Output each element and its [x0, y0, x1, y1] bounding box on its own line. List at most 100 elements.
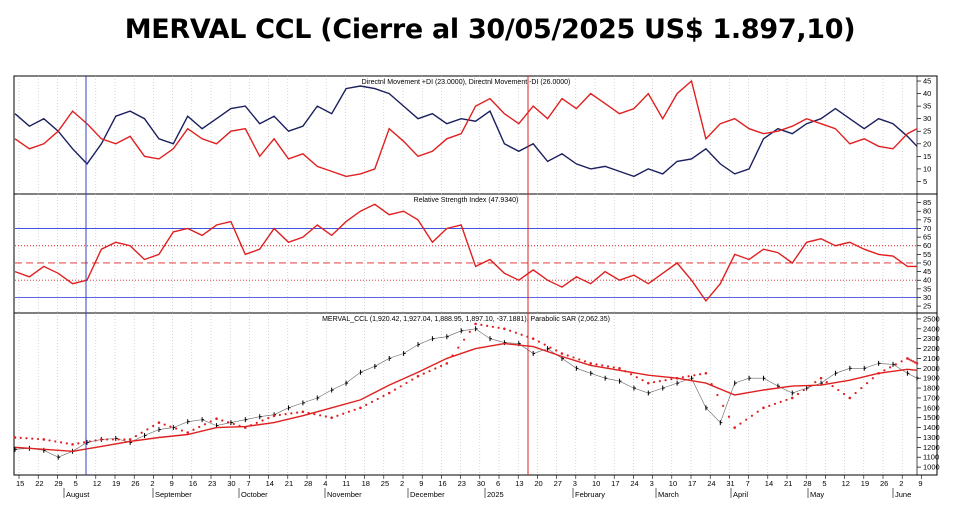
x-month-label: March [658, 490, 679, 499]
sar-dot [140, 431, 143, 434]
sar-dot [123, 438, 126, 441]
sar-dot [537, 340, 541, 343]
sar-dot [422, 372, 425, 375]
y-tick-label: 1400 [923, 423, 940, 432]
y-tick-label: 40 [923, 276, 931, 285]
sar-dot [589, 362, 593, 365]
sar-dot [733, 426, 736, 429]
y-tick-label: 20 [923, 139, 931, 148]
x-month-label: December [410, 490, 445, 499]
sar-dot [647, 381, 650, 385]
sar-dot [186, 431, 190, 434]
sar-dot [497, 326, 500, 329]
price-line [14, 328, 918, 458]
sar-dot [94, 439, 97, 442]
sar-dot [359, 406, 362, 410]
x-tick-label: 17 [611, 479, 619, 488]
sar-dot [152, 424, 155, 428]
sar-dot [290, 412, 293, 415]
sar-dot [699, 373, 702, 376]
y-tick-label: 1900 [923, 374, 940, 383]
x-tick-label: 20 [534, 479, 542, 488]
sar-dot [750, 414, 754, 417]
y-tick-label: 2500 [923, 314, 940, 323]
x-tick-label: 19 [861, 479, 869, 488]
sar-dot [411, 378, 414, 381]
sar-dot [278, 413, 281, 417]
x-month-label: September [155, 490, 192, 499]
sar-dot [906, 357, 909, 360]
sar-dot [768, 404, 771, 407]
sar-dot [819, 376, 823, 380]
sar-dot [319, 414, 322, 417]
sar-dot [722, 404, 725, 407]
sar-dot [387, 391, 391, 395]
sar-dot [675, 376, 679, 380]
sar-dot [180, 429, 184, 432]
sar-dot [756, 410, 759, 413]
y-tick-label: 5 [923, 177, 927, 186]
sar-dot [163, 423, 166, 426]
x-tick-label: 5 [822, 479, 826, 488]
sar-dot [474, 322, 477, 326]
x-tick-label: 10 [669, 479, 677, 488]
sar-dot [883, 369, 886, 372]
sar-dot [31, 437, 34, 440]
x-tick-label: 9 [918, 479, 922, 488]
sar-dot [428, 369, 431, 373]
y-tick-label: 1000 [923, 463, 940, 472]
sar-dot [825, 381, 828, 384]
x-tick-label: 24 [707, 479, 715, 488]
y-tick-label: 2100 [923, 354, 940, 363]
x-tick-label: 19 [112, 479, 120, 488]
y-tick-label: 35 [923, 102, 931, 111]
y-tick-label: 80 [923, 207, 931, 216]
sar-dot [860, 386, 863, 390]
sar-dot [382, 394, 385, 398]
sar-dot [284, 413, 287, 416]
series-line-rsi [14, 203, 917, 303]
sar-dot [65, 442, 68, 445]
y-tick-label: 2300 [923, 334, 940, 343]
sar-dot [687, 375, 690, 378]
x-month-label: May [810, 490, 824, 499]
y-tick-label: 60 [923, 241, 931, 250]
sar-dot [908, 358, 911, 361]
x-tick-label: 14 [266, 479, 274, 488]
x-tick-label: 7 [246, 479, 250, 488]
x-tick-label: 30 [477, 479, 485, 488]
sar-dot [313, 413, 316, 416]
y-tick-label: 1100 [923, 453, 939, 462]
sar-dot [106, 438, 109, 441]
sar-dot [221, 419, 224, 422]
sar-dot [915, 362, 919, 365]
sar-dot [624, 370, 627, 373]
x-tick-label: 24 [630, 479, 638, 488]
x-tick-label: 6 [496, 479, 500, 488]
x-month-label: April [733, 490, 748, 499]
sar-dot [670, 378, 673, 381]
sar-dot [848, 396, 852, 400]
sar-dot [693, 374, 696, 377]
x-month-label: November [327, 490, 362, 499]
sar-dot [796, 392, 800, 396]
x-tick-label: 26 [880, 479, 888, 488]
x-tick-label: 22 [35, 479, 43, 488]
sar-dot [301, 410, 305, 414]
sar-dot [814, 381, 817, 384]
sar-dot [255, 421, 258, 424]
sar-dot [739, 422, 742, 425]
sar-dot [215, 417, 218, 420]
sar-dot [434, 367, 437, 370]
sar-dot [353, 408, 356, 411]
sar-dot [209, 420, 212, 423]
sar-dot [416, 374, 420, 378]
x-tick-label: 14 [765, 479, 773, 488]
sar-dot [117, 438, 120, 441]
x-tick-label: 21 [285, 479, 293, 488]
sar-dot [25, 437, 28, 440]
x-tick-label: 31 [726, 479, 734, 488]
sar-dot [808, 384, 811, 388]
sar-dot [393, 388, 397, 391]
